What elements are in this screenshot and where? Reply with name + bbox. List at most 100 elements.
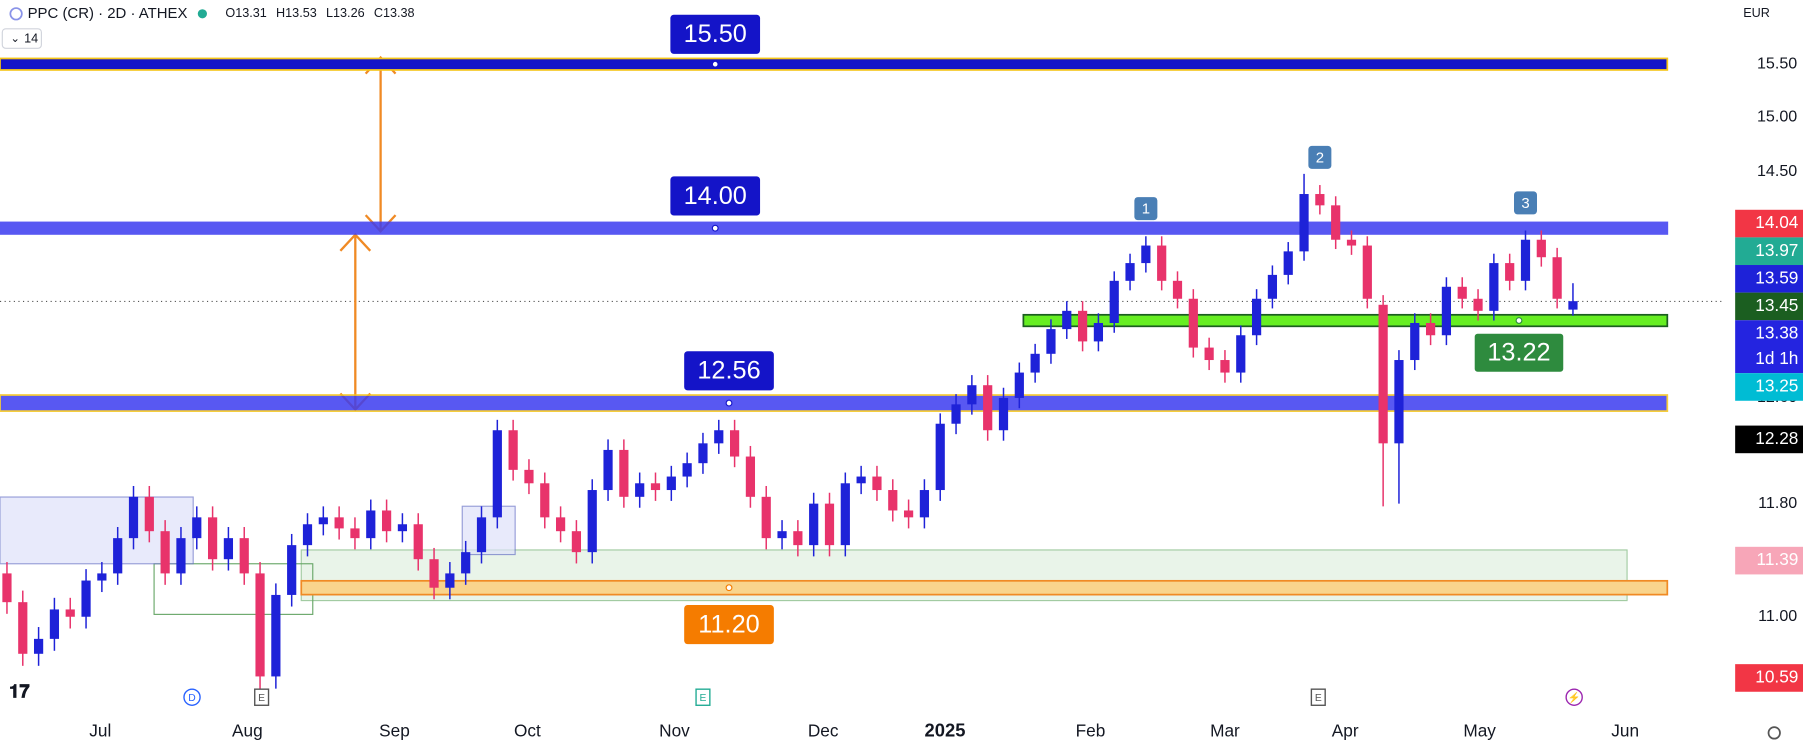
candle-body [524, 469, 534, 484]
candle-body [1125, 263, 1135, 281]
x-tick-label: Sep [379, 720, 410, 740]
ohlc-header: O13.31 H13.53 L13.26 C13.38 [225, 6, 414, 20]
candle-body [1346, 239, 1357, 246]
x-tick-label: Apr [1332, 720, 1359, 740]
level-band [1022, 313, 1669, 328]
candle-body [1267, 274, 1278, 299]
price-tag-label: 14.04 [1755, 212, 1799, 232]
candle-body [714, 430, 724, 444]
candle-body [1457, 286, 1467, 299]
level-label: 11.20 [698, 610, 759, 638]
candle-body [1473, 298, 1483, 311]
candle-body [540, 483, 550, 518]
candle-body [429, 559, 439, 588]
candle-body [18, 602, 28, 654]
x-tick-label: Feb [1076, 720, 1106, 740]
candle-body [856, 476, 866, 484]
candle-body [1394, 360, 1404, 444]
candle-body [1204, 347, 1214, 361]
marker-box [1514, 191, 1537, 215]
price-tag [1735, 664, 1803, 692]
logo: 𝟏𝟕 [9, 680, 29, 701]
x-tick-label: Jun [1611, 720, 1639, 740]
level-label-box [670, 14, 761, 54]
candle-body [508, 430, 518, 470]
event-label: E [700, 693, 707, 704]
candle-body [1410, 322, 1420, 361]
candle-body [1299, 194, 1309, 252]
candle-body [1552, 257, 1562, 299]
candle-body [809, 503, 819, 546]
candle-body [144, 496, 154, 532]
x-tick-label: Dec [808, 720, 839, 740]
event-icon[interactable] [1565, 688, 1583, 706]
candle-body [872, 476, 882, 491]
candle-body [1030, 353, 1040, 373]
marker-label: 3 [1521, 195, 1529, 212]
level-anchor [725, 584, 733, 592]
price-tag [1735, 265, 1803, 293]
candle-body [1331, 205, 1341, 240]
level-label: 12.56 [697, 357, 760, 385]
candle-body [1157, 245, 1167, 281]
level-band [0, 394, 1669, 412]
x-tick-label: Jul [89, 720, 111, 740]
x-tick-label: Aug [232, 720, 263, 740]
currency[interactable]: EUR [1743, 6, 1770, 20]
candle-body [1062, 310, 1072, 330]
y-tick-label: 11.00 [1758, 607, 1797, 625]
event-icon [183, 688, 201, 706]
ohlc-value: O13.31 [225, 6, 266, 20]
candle-body [555, 517, 566, 532]
level-label: 14.00 [684, 182, 747, 210]
market-status [197, 9, 207, 19]
y-tick-label: 14.50 [1757, 162, 1797, 180]
level-anchor [711, 60, 719, 68]
level-label-box [670, 176, 761, 216]
candle-body [65, 609, 75, 617]
level-anchor [1515, 317, 1523, 325]
candle-body [998, 397, 1009, 431]
candle-body [777, 531, 787, 539]
candle-body [729, 430, 740, 457]
indicators-toggle[interactable] [1, 28, 42, 49]
candle-body [176, 538, 186, 574]
candle-body [840, 483, 850, 546]
candle-body [1188, 298, 1198, 348]
level-label: 13.22 [1487, 339, 1550, 367]
settings-icon[interactable] [1767, 726, 1781, 740]
price-tag [1735, 292, 1803, 321]
candle-body [271, 594, 281, 677]
candle-body [302, 524, 313, 546]
candle-body [413, 524, 423, 560]
candle-body [745, 456, 756, 497]
candle-body [239, 538, 249, 574]
marker-label: 1 [1142, 201, 1150, 218]
candle-body [1251, 298, 1262, 336]
candle-body [1315, 194, 1325, 206]
chevron: ⌄ [10, 33, 20, 45]
y-tick-label: 15.50 [1757, 54, 1797, 72]
candle-body [1172, 280, 1183, 299]
price-tag-label: 13.45 [1755, 295, 1798, 315]
symbol-icon [9, 7, 23, 21]
candle-body [1362, 245, 1372, 299]
candle-body [1077, 310, 1088, 342]
countdown: 1d 1h [1755, 348, 1798, 368]
candle-body [650, 483, 661, 491]
level-band [0, 57, 1669, 71]
candle-body [2, 573, 12, 603]
candle-body [461, 552, 471, 574]
candle-body [113, 538, 123, 574]
candle-body [128, 496, 139, 539]
candle-body [793, 531, 803, 546]
zone-box [461, 505, 516, 556]
event-label: E [258, 693, 265, 704]
candle-body [366, 510, 376, 539]
candle-body [1236, 335, 1246, 373]
candle-body [983, 385, 993, 431]
x-tick-label: Mar [1210, 720, 1240, 740]
